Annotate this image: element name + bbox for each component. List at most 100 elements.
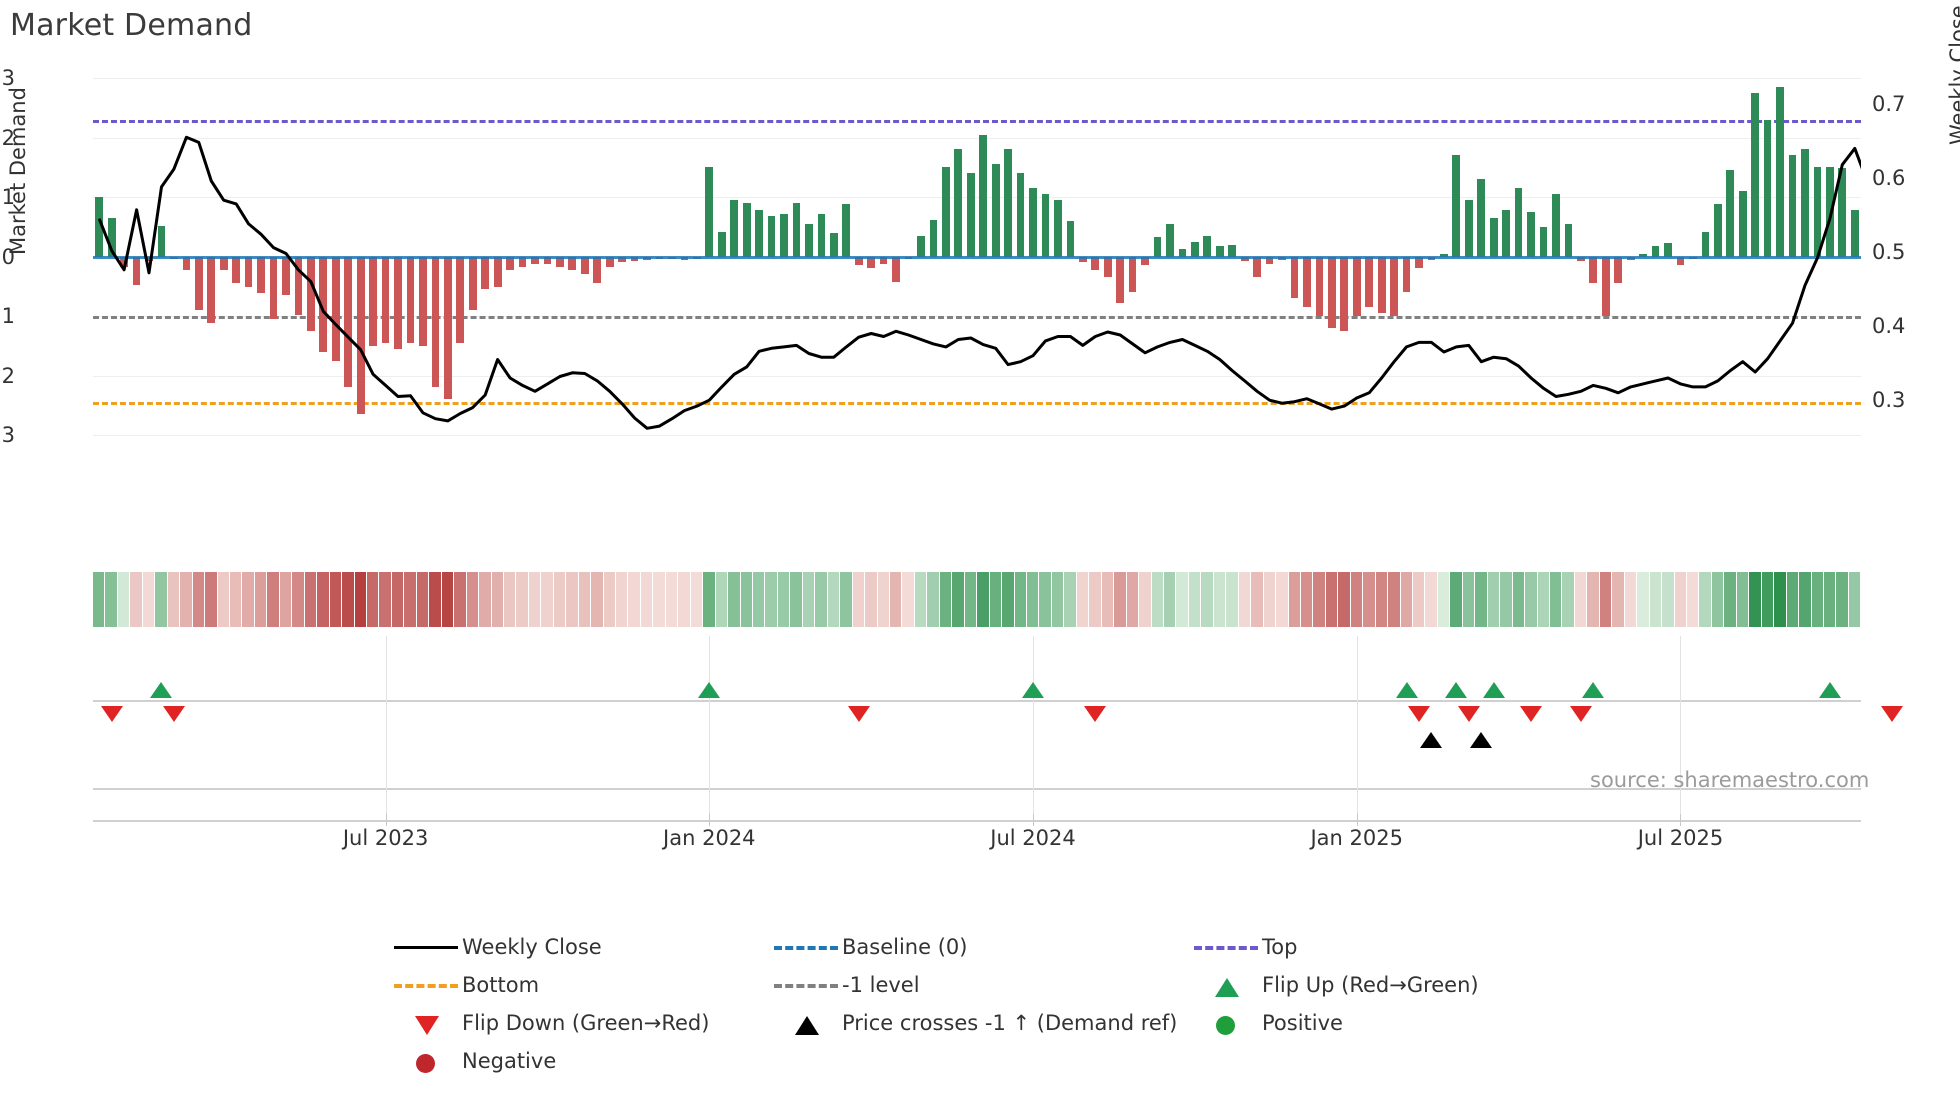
demand-bar bbox=[1527, 211, 1535, 257]
demand-bar bbox=[1315, 256, 1324, 316]
legend-row: Weekly Close Baseline (0) Top bbox=[390, 928, 1570, 966]
gridline bbox=[93, 435, 1861, 436]
ribbon-cell bbox=[1388, 572, 1400, 627]
ribbon-cell bbox=[1624, 572, 1637, 627]
demand-intensity-ribbon bbox=[93, 572, 1861, 627]
weekly-close-line bbox=[97, 135, 1861, 430]
demand-bar bbox=[1415, 256, 1423, 269]
ribbon-cell bbox=[1313, 572, 1325, 627]
ribbon-cell bbox=[927, 572, 939, 627]
flip-up-marker bbox=[698, 682, 721, 698]
ribbon-cell bbox=[1562, 572, 1574, 627]
ribbon-cell bbox=[740, 572, 753, 627]
demand-bar bbox=[805, 223, 813, 257]
ribbon-cell bbox=[1176, 572, 1188, 627]
legend-item[interactable]: Top bbox=[1190, 935, 1570, 959]
ribbon-cell bbox=[541, 572, 553, 627]
flip-down-marker bbox=[1408, 706, 1430, 722]
flip-up-marker bbox=[1818, 682, 1841, 698]
legend-item[interactable]: Flip Up (Red→Green) bbox=[1190, 973, 1570, 997]
y-tick-label: 3 bbox=[1, 66, 15, 90]
legend-label: Baseline (0) bbox=[842, 935, 968, 959]
ribbon-cell bbox=[1350, 572, 1363, 627]
legend-item[interactable]: Weekly Close bbox=[390, 935, 770, 959]
ribbon-cell bbox=[1811, 572, 1823, 627]
ribbon-cell bbox=[1612, 572, 1624, 627]
legend-label: -1 level bbox=[842, 973, 920, 997]
ribbon-cell bbox=[1537, 572, 1550, 627]
ribbon-cell bbox=[827, 572, 840, 627]
legend-item[interactable]: Flip Down (Green→Red) bbox=[390, 1011, 770, 1035]
legend-row: Negative bbox=[390, 1042, 1570, 1080]
demand-bar bbox=[1041, 194, 1050, 257]
demand-bar bbox=[1116, 256, 1125, 303]
legend-item[interactable]: Price crosses -1 ↑ (Demand ref) bbox=[770, 1011, 1190, 1035]
ribbon-cell bbox=[690, 572, 703, 627]
ribbon-cell bbox=[1051, 572, 1064, 627]
ribbon-cell bbox=[1699, 572, 1711, 627]
ribbon-cell bbox=[1375, 572, 1388, 627]
y2-tick-label: 0.6 bbox=[1872, 165, 1906, 190]
y2-axis-label: Weekly Close Price bbox=[1946, 0, 1960, 145]
ribbon-cell bbox=[1151, 572, 1163, 627]
ribbon-cell bbox=[728, 572, 740, 627]
demand-bar bbox=[854, 256, 863, 265]
x-tick-label: Jan 2024 bbox=[663, 826, 756, 850]
y2-tick-label: 0.4 bbox=[1872, 314, 1906, 339]
demand-bar bbox=[1203, 235, 1212, 257]
x-tick-label: Jul 2024 bbox=[990, 826, 1076, 850]
legend-item[interactable] bbox=[1190, 1049, 1570, 1073]
demand-bar bbox=[730, 199, 739, 257]
demand-bar bbox=[1726, 170, 1735, 257]
ribbon-cell bbox=[416, 572, 429, 627]
ribbon-cell bbox=[1450, 572, 1462, 627]
ribbon-cell bbox=[528, 572, 541, 627]
ribbon-cell bbox=[1238, 572, 1251, 627]
legend-item[interactable] bbox=[770, 1049, 1190, 1073]
demand-bar bbox=[942, 167, 950, 257]
ribbon-cell bbox=[1213, 572, 1226, 627]
demand-bar bbox=[1402, 256, 1411, 293]
legend-dashed-line-icon bbox=[1194, 946, 1258, 950]
ribbon-cell bbox=[914, 572, 927, 627]
ribbon-cell bbox=[553, 572, 566, 627]
flip-down-marker bbox=[1569, 706, 1592, 722]
y-tick-label: −3 bbox=[0, 423, 15, 447]
gridline bbox=[93, 137, 1861, 139]
ribbon-cell bbox=[1500, 572, 1512, 627]
legend-label: Bottom bbox=[462, 973, 540, 997]
ribbon-cell bbox=[130, 572, 142, 627]
ribbon-cell bbox=[603, 572, 616, 627]
ribbon-cell bbox=[815, 572, 827, 627]
demand-bar bbox=[431, 256, 440, 388]
legend-dot-icon bbox=[416, 1054, 435, 1073]
ribbon-cell bbox=[429, 572, 441, 627]
demand-bar bbox=[1178, 249, 1187, 257]
legend-item[interactable]: Bottom bbox=[390, 973, 770, 997]
x-gridline bbox=[1356, 636, 1358, 821]
legend-dashed-line-icon bbox=[774, 984, 838, 988]
ribbon-cell bbox=[1475, 572, 1487, 627]
legend-item[interactable]: Baseline (0) bbox=[770, 935, 1190, 959]
ribbon-cell bbox=[1226, 572, 1238, 627]
ribbon-cell bbox=[404, 572, 416, 627]
legend-item[interactable]: -1 level bbox=[770, 973, 1190, 997]
baseline-zero-line bbox=[93, 255, 1861, 259]
legend-item[interactable]: Negative bbox=[390, 1049, 770, 1073]
demand-bar bbox=[1191, 241, 1199, 257]
legend-item[interactable]: Positive bbox=[1190, 1011, 1570, 1035]
ribbon-cell bbox=[292, 572, 304, 627]
legend-label: Flip Down (Green→Red) bbox=[462, 1011, 710, 1035]
ribbon-cell bbox=[1512, 572, 1525, 627]
marker-row-rule bbox=[93, 788, 1861, 790]
ribbon-cell bbox=[1848, 572, 1861, 627]
ribbon-cell bbox=[1363, 572, 1375, 627]
legend-triangle-down-icon bbox=[415, 1016, 439, 1035]
demand-bar bbox=[443, 256, 452, 400]
demand-bar bbox=[1464, 199, 1473, 257]
ribbon-cell bbox=[1014, 572, 1026, 627]
flip-down-marker bbox=[1881, 706, 1904, 722]
x-gridline bbox=[1680, 636, 1682, 821]
legend-dot-icon bbox=[1216, 1016, 1235, 1035]
gridline bbox=[93, 197, 1861, 198]
